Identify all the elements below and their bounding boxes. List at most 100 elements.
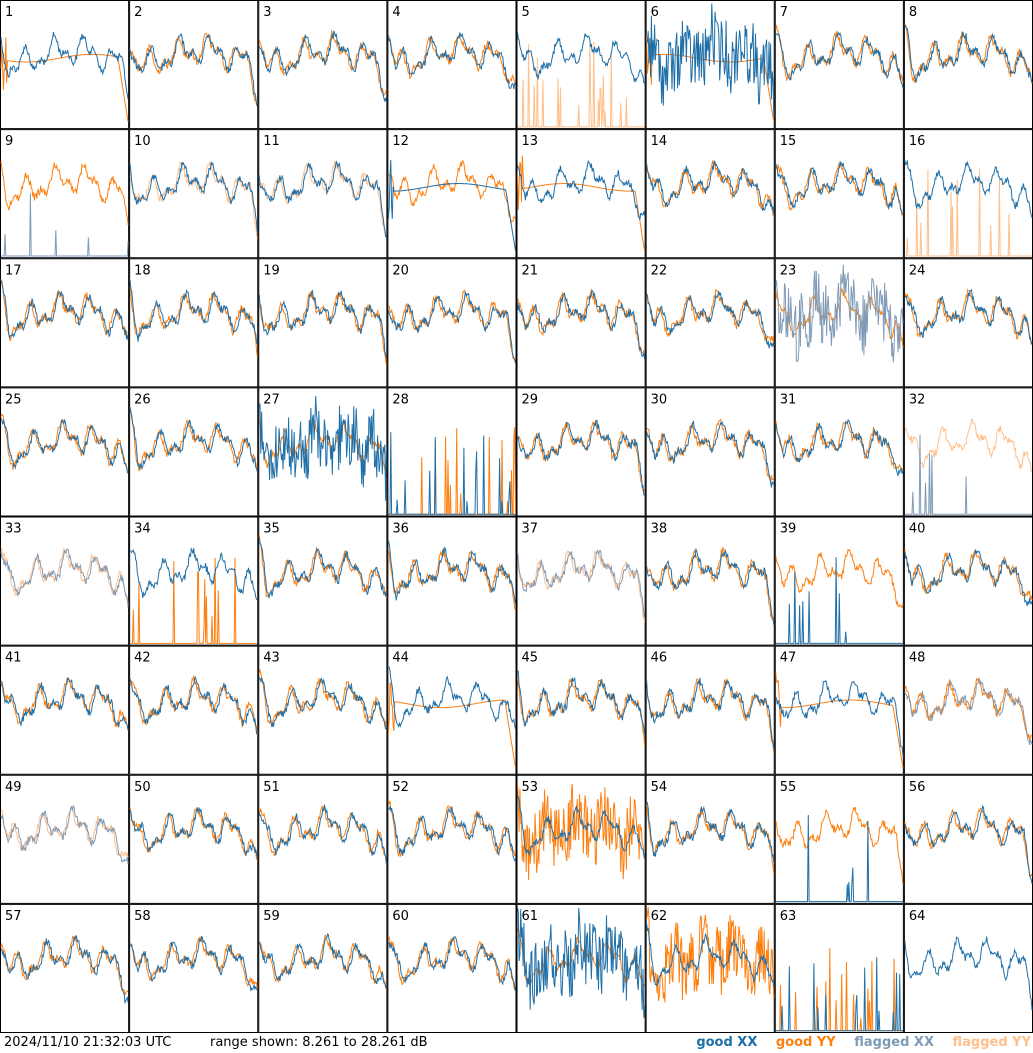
- panel-frame: [129, 387, 259, 517]
- series-yy: [517, 782, 646, 881]
- panel-21: 21: [516, 258, 646, 388]
- panel-58: 58: [129, 903, 259, 1033]
- panel-37: 37: [516, 516, 646, 646]
- panel-label: 17: [5, 263, 22, 278]
- series-xx: [775, 161, 904, 215]
- series-xx: [387, 291, 516, 364]
- series-yy: [646, 160, 775, 217]
- panel-frame: [774, 645, 904, 775]
- panel-label: 14: [651, 134, 668, 149]
- panel-label: 15: [780, 134, 797, 149]
- series-xx: [129, 675, 258, 735]
- series-xx: [517, 159, 646, 220]
- series-xx: [517, 32, 645, 84]
- panel-label: 50: [134, 780, 151, 795]
- series-yy: [517, 155, 646, 251]
- series-xx: [129, 32, 258, 107]
- panel-frame: [387, 903, 517, 1033]
- series-yy: [0, 413, 129, 472]
- series-xx: [904, 936, 1033, 1011]
- series-xx: [129, 279, 258, 345]
- panel-label: 46: [651, 651, 668, 666]
- series-xx: [517, 549, 646, 619]
- panel-label: 31: [780, 392, 797, 407]
- series-xx: [258, 395, 387, 501]
- panel-label: 59: [263, 909, 280, 924]
- panel-frame: [0, 0, 130, 130]
- panel-48: 48: [903, 645, 1033, 775]
- series-xx: [388, 805, 516, 862]
- panel-47: 47: [774, 645, 904, 775]
- panel-label: 51: [263, 780, 280, 795]
- panel-frame: [258, 645, 388, 775]
- legend-good-xx: good XX: [696, 1035, 758, 1050]
- series-xx: [388, 936, 516, 992]
- panel-63: 63: [774, 903, 904, 1033]
- panel-34: 34: [129, 516, 259, 646]
- panel-frame: [774, 903, 904, 1033]
- series-yy: [646, 35, 775, 122]
- panel-60: 60: [387, 903, 517, 1033]
- series-yy: [904, 807, 1033, 878]
- series-xx: [904, 288, 1033, 345]
- series-yy: [775, 806, 904, 886]
- panel-frame: [129, 0, 259, 130]
- panel-frame: [903, 903, 1033, 1033]
- series-yy: [258, 160, 387, 235]
- panel-label: 49: [5, 780, 22, 795]
- panel-20: 20: [387, 258, 517, 388]
- series-xx: [387, 540, 516, 605]
- panel-12: 12: [387, 129, 517, 259]
- series-xx: [775, 418, 904, 476]
- panel-label: 54: [651, 780, 668, 795]
- series-xx: [904, 676, 1033, 745]
- panel-label: 12: [392, 134, 409, 149]
- panel-label: 2: [134, 5, 142, 20]
- panel-label: 44: [392, 651, 409, 666]
- panel-label: 7: [780, 5, 788, 20]
- panel-label: 40: [909, 522, 926, 537]
- panel-frame: [258, 0, 388, 130]
- panel-label: 20: [392, 263, 409, 278]
- series-yy: [646, 677, 775, 754]
- panel-56: 56: [903, 774, 1033, 904]
- panel-46: 46: [645, 645, 775, 775]
- panel-26: 26: [129, 387, 259, 517]
- panel-frame: [258, 903, 388, 1033]
- panel-label: 62: [651, 909, 668, 924]
- series-yy: [0, 807, 129, 858]
- legend-flagged-yy: flagged YY: [952, 1035, 1032, 1050]
- panel-33: 33: [0, 516, 130, 646]
- panel-frame: [774, 258, 904, 388]
- panel-24: 24: [903, 258, 1033, 388]
- panel-label: 41: [5, 651, 22, 666]
- panel-frame: [903, 258, 1033, 388]
- panel-43: 43: [258, 645, 388, 775]
- panel-label: 37: [522, 522, 539, 537]
- panel-36: 36: [387, 516, 517, 646]
- legend-good-yy: good YY: [775, 1035, 836, 1050]
- series-xx: [904, 24, 1033, 84]
- panel-29: 29: [516, 387, 646, 517]
- panel-label: 56: [909, 780, 926, 795]
- timestamp: 2024/11/10 21:32:03 UTC: [4, 1035, 172, 1050]
- panel-16: 16: [903, 129, 1033, 259]
- panel-label: 29: [522, 392, 539, 407]
- series-yy: [646, 907, 775, 1003]
- series-xx: [904, 160, 1033, 218]
- panel-frame: [516, 774, 646, 904]
- panel-label: 52: [392, 780, 409, 795]
- panel-frame: [387, 129, 517, 259]
- series-yy: [646, 289, 775, 346]
- series-yy: [0, 161, 129, 226]
- panel-frame: [0, 258, 130, 388]
- panel-frame: [774, 774, 904, 904]
- series-xx: [775, 557, 903, 644]
- series-xx: [517, 796, 646, 860]
- panel-frame: [645, 774, 775, 904]
- panel-label: 58: [134, 909, 151, 924]
- series-xx: [775, 31, 904, 89]
- range-readout: range shown: 8.261 to 28.261 dB: [210, 1035, 428, 1050]
- panel-label: 28: [392, 392, 409, 407]
